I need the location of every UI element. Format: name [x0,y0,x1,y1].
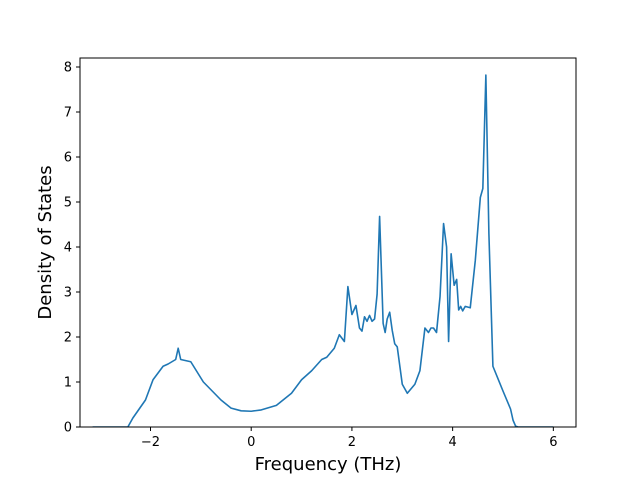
x-tick-label: 0 [247,435,255,450]
plot-area-frame [79,57,577,428]
y-tick-label: 3 [64,286,72,301]
y-tick-label: 1 [64,376,72,391]
x-tick-label: −2 [141,435,160,450]
x-axis-label: Frequency (THz) [255,454,402,475]
y-tick-label: 7 [64,106,72,121]
x-tick-label: 2 [348,435,356,450]
y-tick-label: 5 [64,196,72,211]
x-tick-label: 4 [448,435,456,450]
y-tick-label: 4 [64,241,72,256]
y-tick-label: 6 [64,151,72,166]
y-tick-label: 0 [64,421,72,436]
y-axis-label: Density of States [35,165,56,319]
y-tick-label: 2 [64,331,72,346]
x-tick-label: 6 [549,435,557,450]
y-tick-label: 8 [64,61,72,76]
dos-series-line [92,74,554,427]
